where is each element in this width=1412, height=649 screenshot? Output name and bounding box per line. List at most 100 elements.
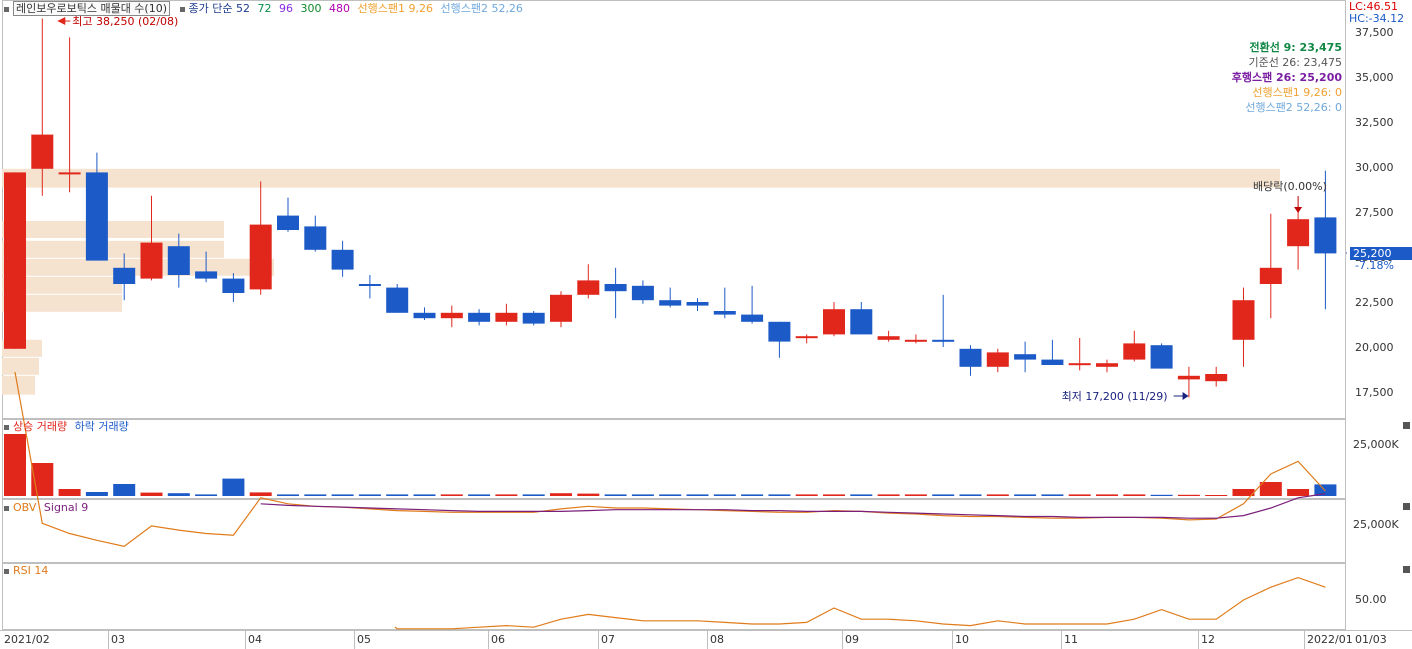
- legend-marker-icon: [179, 6, 185, 12]
- ma-period-72[interactable]: 72: [257, 2, 272, 15]
- obv-axis-tick: 25,000K: [1353, 518, 1399, 531]
- ichimoku-value-1: 기준선 26: 23,475: [1248, 56, 1342, 69]
- volume-down-label[interactable]: 하락 거래량: [74, 420, 129, 433]
- obv-lines: [14, 371, 1326, 547]
- volume-bar: [58, 489, 81, 496]
- candle-body: [1314, 217, 1337, 254]
- x-tick-label: 04: [248, 633, 262, 646]
- volume-profile-bar: [2, 221, 224, 238]
- candle-body: [304, 226, 327, 250]
- volume-bar: [604, 494, 627, 496]
- x-axis[interactable]: 2021/02 03 04 05 06 07 08 09 10 11 12 2022/01 01/03: [0, 630, 1412, 649]
- candle-body: [1123, 343, 1146, 360]
- x-tick-label: 11: [1064, 633, 1078, 646]
- ma-period-96[interactable]: 96: [279, 2, 293, 15]
- volume-bar: [986, 494, 1009, 496]
- volume-bar: [1259, 482, 1282, 496]
- rsi-label[interactable]: RSI 14: [13, 564, 49, 577]
- legend-marker-icon: [4, 505, 9, 511]
- ma-period-300[interactable]: 300: [300, 2, 322, 15]
- legend-marker-icon: [4, 424, 9, 430]
- lc-value: LC:46.51: [1349, 0, 1399, 13]
- rsi-axis[interactable]: 50.00: [1347, 563, 1412, 630]
- volume-bar: [358, 494, 381, 496]
- hc-value: HC:-34.12: [1349, 12, 1405, 25]
- signal-label[interactable]: Signal 9: [43, 501, 89, 514]
- x-tick-separator: [707, 631, 708, 649]
- candle-body: [440, 312, 463, 319]
- candle-body: [1232, 300, 1255, 340]
- volume-pane-menu-icon[interactable]: [1403, 422, 1410, 429]
- candle-body: [904, 339, 927, 342]
- obv-pane-menu-icon[interactable]: [1403, 503, 1410, 510]
- candle-body: [31, 134, 54, 169]
- candle-body: [386, 287, 409, 313]
- volume-axis-tick: 25,000K: [1353, 438, 1399, 451]
- candle-body: [58, 172, 81, 175]
- candle-body: [331, 249, 354, 270]
- x-tick-label: 05: [357, 633, 371, 646]
- volume-bar: [741, 494, 764, 496]
- obv-axis[interactable]: 25,000K: [1347, 499, 1412, 563]
- span1-label[interactable]: 선행스팬1 9,26: [357, 2, 433, 15]
- rsi-pane[interactable]: [2, 563, 1346, 630]
- volume-bar: [1177, 494, 1200, 496]
- candle-body: [1041, 359, 1064, 365]
- volume-bar: [713, 494, 736, 496]
- x-tick-label: 09: [845, 633, 859, 646]
- candle-body: [795, 336, 818, 339]
- span2-label[interactable]: 선행스팬2 52,26: [440, 2, 523, 15]
- candle-body: [659, 300, 682, 306]
- candle-body: [686, 302, 709, 306]
- rsi-line: [394, 576, 1326, 630]
- rsi-legend: RSI 14: [4, 565, 48, 577]
- candle-body: [959, 348, 982, 367]
- x-tick-label: 2021/02: [4, 633, 50, 646]
- volume-bar: [304, 494, 327, 496]
- rsi-axis-tick: 50.00: [1355, 593, 1387, 606]
- x-tick-separator: [245, 631, 246, 649]
- ichimoku-value-4: 선행스팬2 52,26: 0: [1245, 101, 1342, 114]
- dividend-arrow-icon: [1294, 207, 1303, 213]
- low-annotation: 최저 17,200 (11/29): [1062, 390, 1168, 403]
- volume-up-label[interactable]: 상승 거래량: [13, 420, 68, 433]
- rsi-pane-menu-icon[interactable]: [1403, 566, 1410, 573]
- high-annotation: 최고 38,250 (02/08): [72, 15, 178, 28]
- volume-profile-bar: [2, 294, 122, 312]
- ma-period-480[interactable]: 480: [329, 2, 350, 15]
- current-price: 25,200: [1353, 247, 1392, 260]
- volume-bar: [4, 434, 26, 496]
- ichimoku-value-3: 선행스팬1 9,26: 0: [1252, 86, 1342, 99]
- volume-bar: [1096, 494, 1118, 496]
- volume-profile-bar: [2, 375, 35, 395]
- x-tick-label: 07: [601, 633, 615, 646]
- x-tick-separator: [488, 631, 489, 649]
- legend-marker-icon: [4, 568, 9, 574]
- volume-bar: [659, 494, 682, 496]
- candles: [4, 18, 1337, 398]
- volume-bar: [277, 494, 299, 496]
- obv-label[interactable]: OBV: [13, 501, 37, 514]
- candle-body: [249, 224, 272, 290]
- candle-body: [741, 314, 764, 322]
- volume-bar: [1123, 494, 1146, 496]
- volume-bar: [1232, 489, 1255, 496]
- candle-body: [495, 312, 518, 322]
- price-axis[interactable]: LC:46.51 HC:-34.12 37,500 35,000 32,500 30,…: [1347, 0, 1412, 419]
- volume-bar: [1205, 495, 1228, 496]
- candle-body: [932, 339, 955, 342]
- candle-body: [1205, 374, 1228, 382]
- candle-body: [768, 321, 791, 342]
- candle-body: [850, 309, 873, 335]
- price-pane[interactable]: [2, 0, 1346, 419]
- price-tick-label: 20,000: [1355, 341, 1394, 354]
- volume-profile-bar: [2, 357, 39, 375]
- stock-label[interactable]: 레인보우로보틱스 매물대 수(10): [13, 1, 171, 16]
- volume-axis[interactable]: 25,000K: [1347, 419, 1412, 499]
- ma-label[interactable]: 종가 단순 52: [188, 2, 250, 15]
- volume-bar: [31, 463, 54, 496]
- low-arrow-icon: [1182, 392, 1189, 400]
- price-tick-label: 27,500: [1355, 206, 1394, 219]
- volume-bar: [768, 494, 791, 496]
